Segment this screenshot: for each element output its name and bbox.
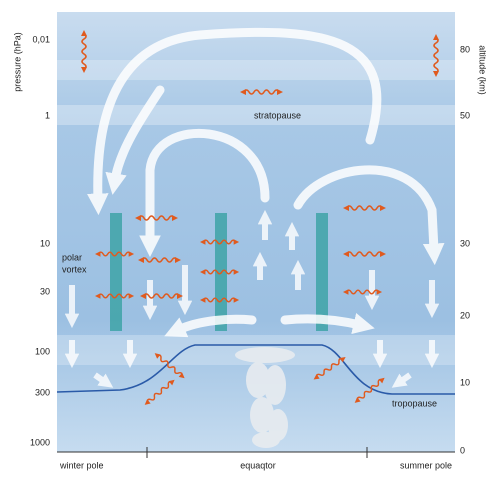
tick-label: 30 bbox=[40, 286, 50, 296]
circulation-arrows bbox=[64, 27, 445, 388]
cloud bbox=[235, 347, 295, 448]
polar-vortex-label: vortex bbox=[62, 264, 87, 274]
tick-label: 10 bbox=[460, 377, 470, 387]
tick-label: 0 bbox=[460, 445, 465, 455]
tropopause-label: tropopause bbox=[392, 398, 437, 408]
tick-label: 100 bbox=[35, 346, 50, 356]
band bbox=[57, 105, 455, 125]
tick-label: 1000 bbox=[30, 437, 50, 447]
tick-label: 50 bbox=[460, 110, 470, 120]
polar-vortex-label: polar bbox=[62, 252, 82, 262]
right-axis-title: altitude (km) bbox=[478, 45, 488, 95]
tick-label: 80 bbox=[460, 44, 470, 54]
bottom-label: equaqtor bbox=[240, 460, 276, 470]
tropopause-line bbox=[56, 344, 455, 395]
stratopause-label: stratopause bbox=[254, 110, 301, 120]
band bbox=[57, 60, 455, 80]
tick-label: 300 bbox=[35, 387, 50, 397]
left-axis-title: pressure (hPa) bbox=[12, 32, 22, 92]
tick-label: 10 bbox=[40, 238, 50, 248]
bottom-label: winter pole bbox=[59, 460, 104, 470]
tick-label: 0,01 bbox=[32, 34, 50, 44]
tick-label: 20 bbox=[460, 310, 470, 320]
tick-label: 30 bbox=[460, 238, 470, 248]
tick-label: 1 bbox=[45, 110, 50, 120]
right-title-clip: altitude (km) bbox=[478, 45, 488, 95]
bottom-label: summer pole bbox=[400, 460, 452, 470]
